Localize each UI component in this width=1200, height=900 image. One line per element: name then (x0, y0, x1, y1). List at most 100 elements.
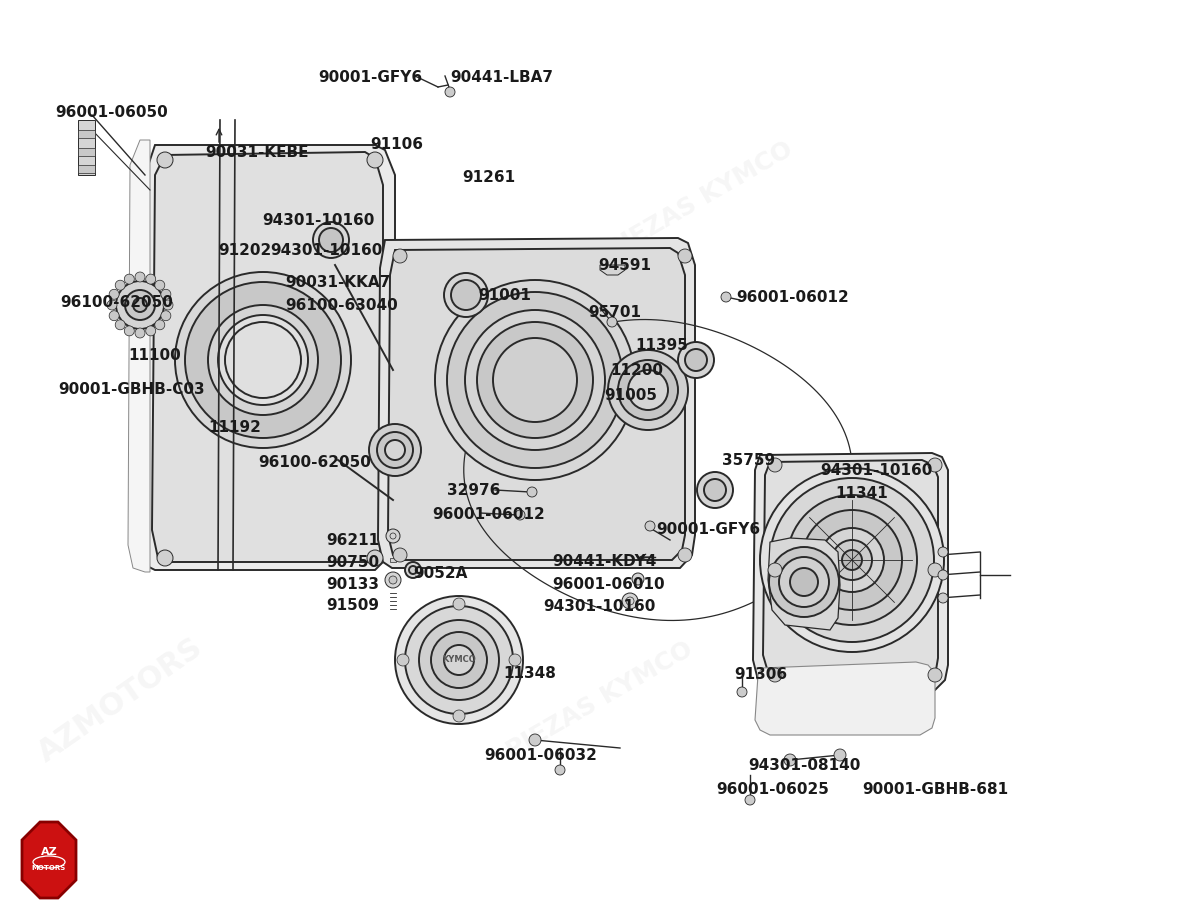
Circle shape (509, 654, 521, 666)
Text: 96001-06050: 96001-06050 (55, 105, 168, 120)
Circle shape (768, 458, 782, 472)
Circle shape (493, 338, 577, 422)
Circle shape (685, 349, 707, 371)
Polygon shape (140, 145, 395, 570)
Circle shape (431, 632, 487, 688)
Circle shape (802, 510, 902, 610)
Circle shape (134, 272, 145, 282)
Circle shape (163, 300, 173, 310)
Circle shape (145, 274, 156, 284)
Text: 91306: 91306 (734, 667, 787, 682)
Text: AZMOTORS: AZMOTORS (32, 633, 208, 768)
Circle shape (367, 550, 383, 566)
Circle shape (938, 593, 948, 603)
Text: 32976: 32976 (446, 483, 500, 498)
Polygon shape (78, 120, 95, 175)
Text: 90031-KEBE: 90031-KEBE (205, 145, 308, 160)
Text: 90441-KDY4: 90441-KDY4 (552, 554, 656, 569)
Circle shape (632, 573, 644, 585)
Text: 96001-06012: 96001-06012 (736, 290, 848, 305)
Circle shape (697, 472, 733, 508)
Polygon shape (128, 140, 150, 572)
Text: PIEZAS KYMCO: PIEZAS KYMCO (602, 137, 797, 263)
Text: 96001-06032: 96001-06032 (484, 748, 596, 763)
Text: 94301-10160: 94301-10160 (262, 213, 374, 228)
Circle shape (370, 424, 421, 476)
Circle shape (784, 754, 796, 766)
Circle shape (554, 765, 565, 775)
Circle shape (115, 280, 125, 290)
Text: 11192: 11192 (208, 420, 260, 435)
Polygon shape (754, 453, 948, 690)
Text: 90001-GFY6: 90001-GFY6 (318, 70, 422, 85)
Circle shape (133, 298, 148, 312)
Text: 91509: 91509 (326, 598, 379, 613)
Text: 11100: 11100 (128, 348, 181, 363)
Circle shape (115, 320, 125, 329)
Polygon shape (763, 460, 938, 678)
Circle shape (444, 645, 474, 675)
Text: 91202: 91202 (218, 243, 271, 258)
Text: 90133: 90133 (326, 577, 379, 592)
Circle shape (385, 572, 401, 588)
Text: PIEZAS KYMCO: PIEZAS KYMCO (503, 637, 697, 763)
Circle shape (451, 280, 481, 310)
Circle shape (436, 280, 635, 480)
Circle shape (155, 320, 164, 329)
Circle shape (313, 222, 349, 258)
Text: PIEZAS KYMCO: PIEZAS KYMCO (283, 277, 478, 403)
Circle shape (622, 593, 638, 609)
Circle shape (768, 668, 782, 682)
Text: 94591: 94591 (598, 258, 650, 273)
Circle shape (928, 668, 942, 682)
Circle shape (145, 326, 156, 336)
Circle shape (161, 310, 170, 320)
Circle shape (768, 563, 782, 577)
Circle shape (478, 322, 593, 438)
Circle shape (515, 510, 526, 520)
Circle shape (454, 710, 466, 722)
Circle shape (704, 479, 726, 501)
Text: 95701: 95701 (588, 305, 641, 320)
Circle shape (769, 547, 839, 617)
Text: 11348: 11348 (503, 666, 556, 681)
Circle shape (834, 749, 846, 761)
Circle shape (367, 152, 383, 168)
Circle shape (820, 528, 884, 592)
Circle shape (386, 529, 400, 543)
Circle shape (406, 562, 421, 578)
Text: 11200: 11200 (610, 363, 662, 378)
Polygon shape (78, 148, 95, 156)
Text: 91001: 91001 (478, 288, 530, 303)
Circle shape (529, 734, 541, 746)
Polygon shape (600, 265, 625, 275)
Text: 90031-KKA7: 90031-KKA7 (286, 275, 390, 290)
Circle shape (107, 300, 118, 310)
Circle shape (385, 440, 406, 460)
Circle shape (608, 350, 688, 430)
Text: 91106: 91106 (370, 137, 424, 152)
Circle shape (116, 281, 164, 329)
Circle shape (770, 478, 934, 642)
Circle shape (134, 328, 145, 338)
Circle shape (445, 87, 455, 97)
Circle shape (394, 548, 407, 562)
Text: 96001-06025: 96001-06025 (716, 782, 829, 797)
Circle shape (185, 282, 341, 438)
Text: AZ: AZ (41, 847, 58, 857)
Circle shape (938, 570, 948, 580)
Circle shape (628, 370, 668, 410)
Circle shape (646, 521, 655, 531)
Circle shape (125, 290, 155, 320)
Circle shape (109, 289, 119, 300)
Circle shape (208, 305, 318, 415)
Polygon shape (152, 152, 383, 562)
Circle shape (607, 317, 617, 327)
Circle shape (157, 152, 173, 168)
Circle shape (155, 280, 164, 290)
Text: 96001-06012: 96001-06012 (432, 507, 545, 522)
Text: 94301-10160: 94301-10160 (270, 243, 383, 258)
Circle shape (737, 687, 746, 697)
Circle shape (161, 289, 170, 300)
Circle shape (928, 563, 942, 577)
